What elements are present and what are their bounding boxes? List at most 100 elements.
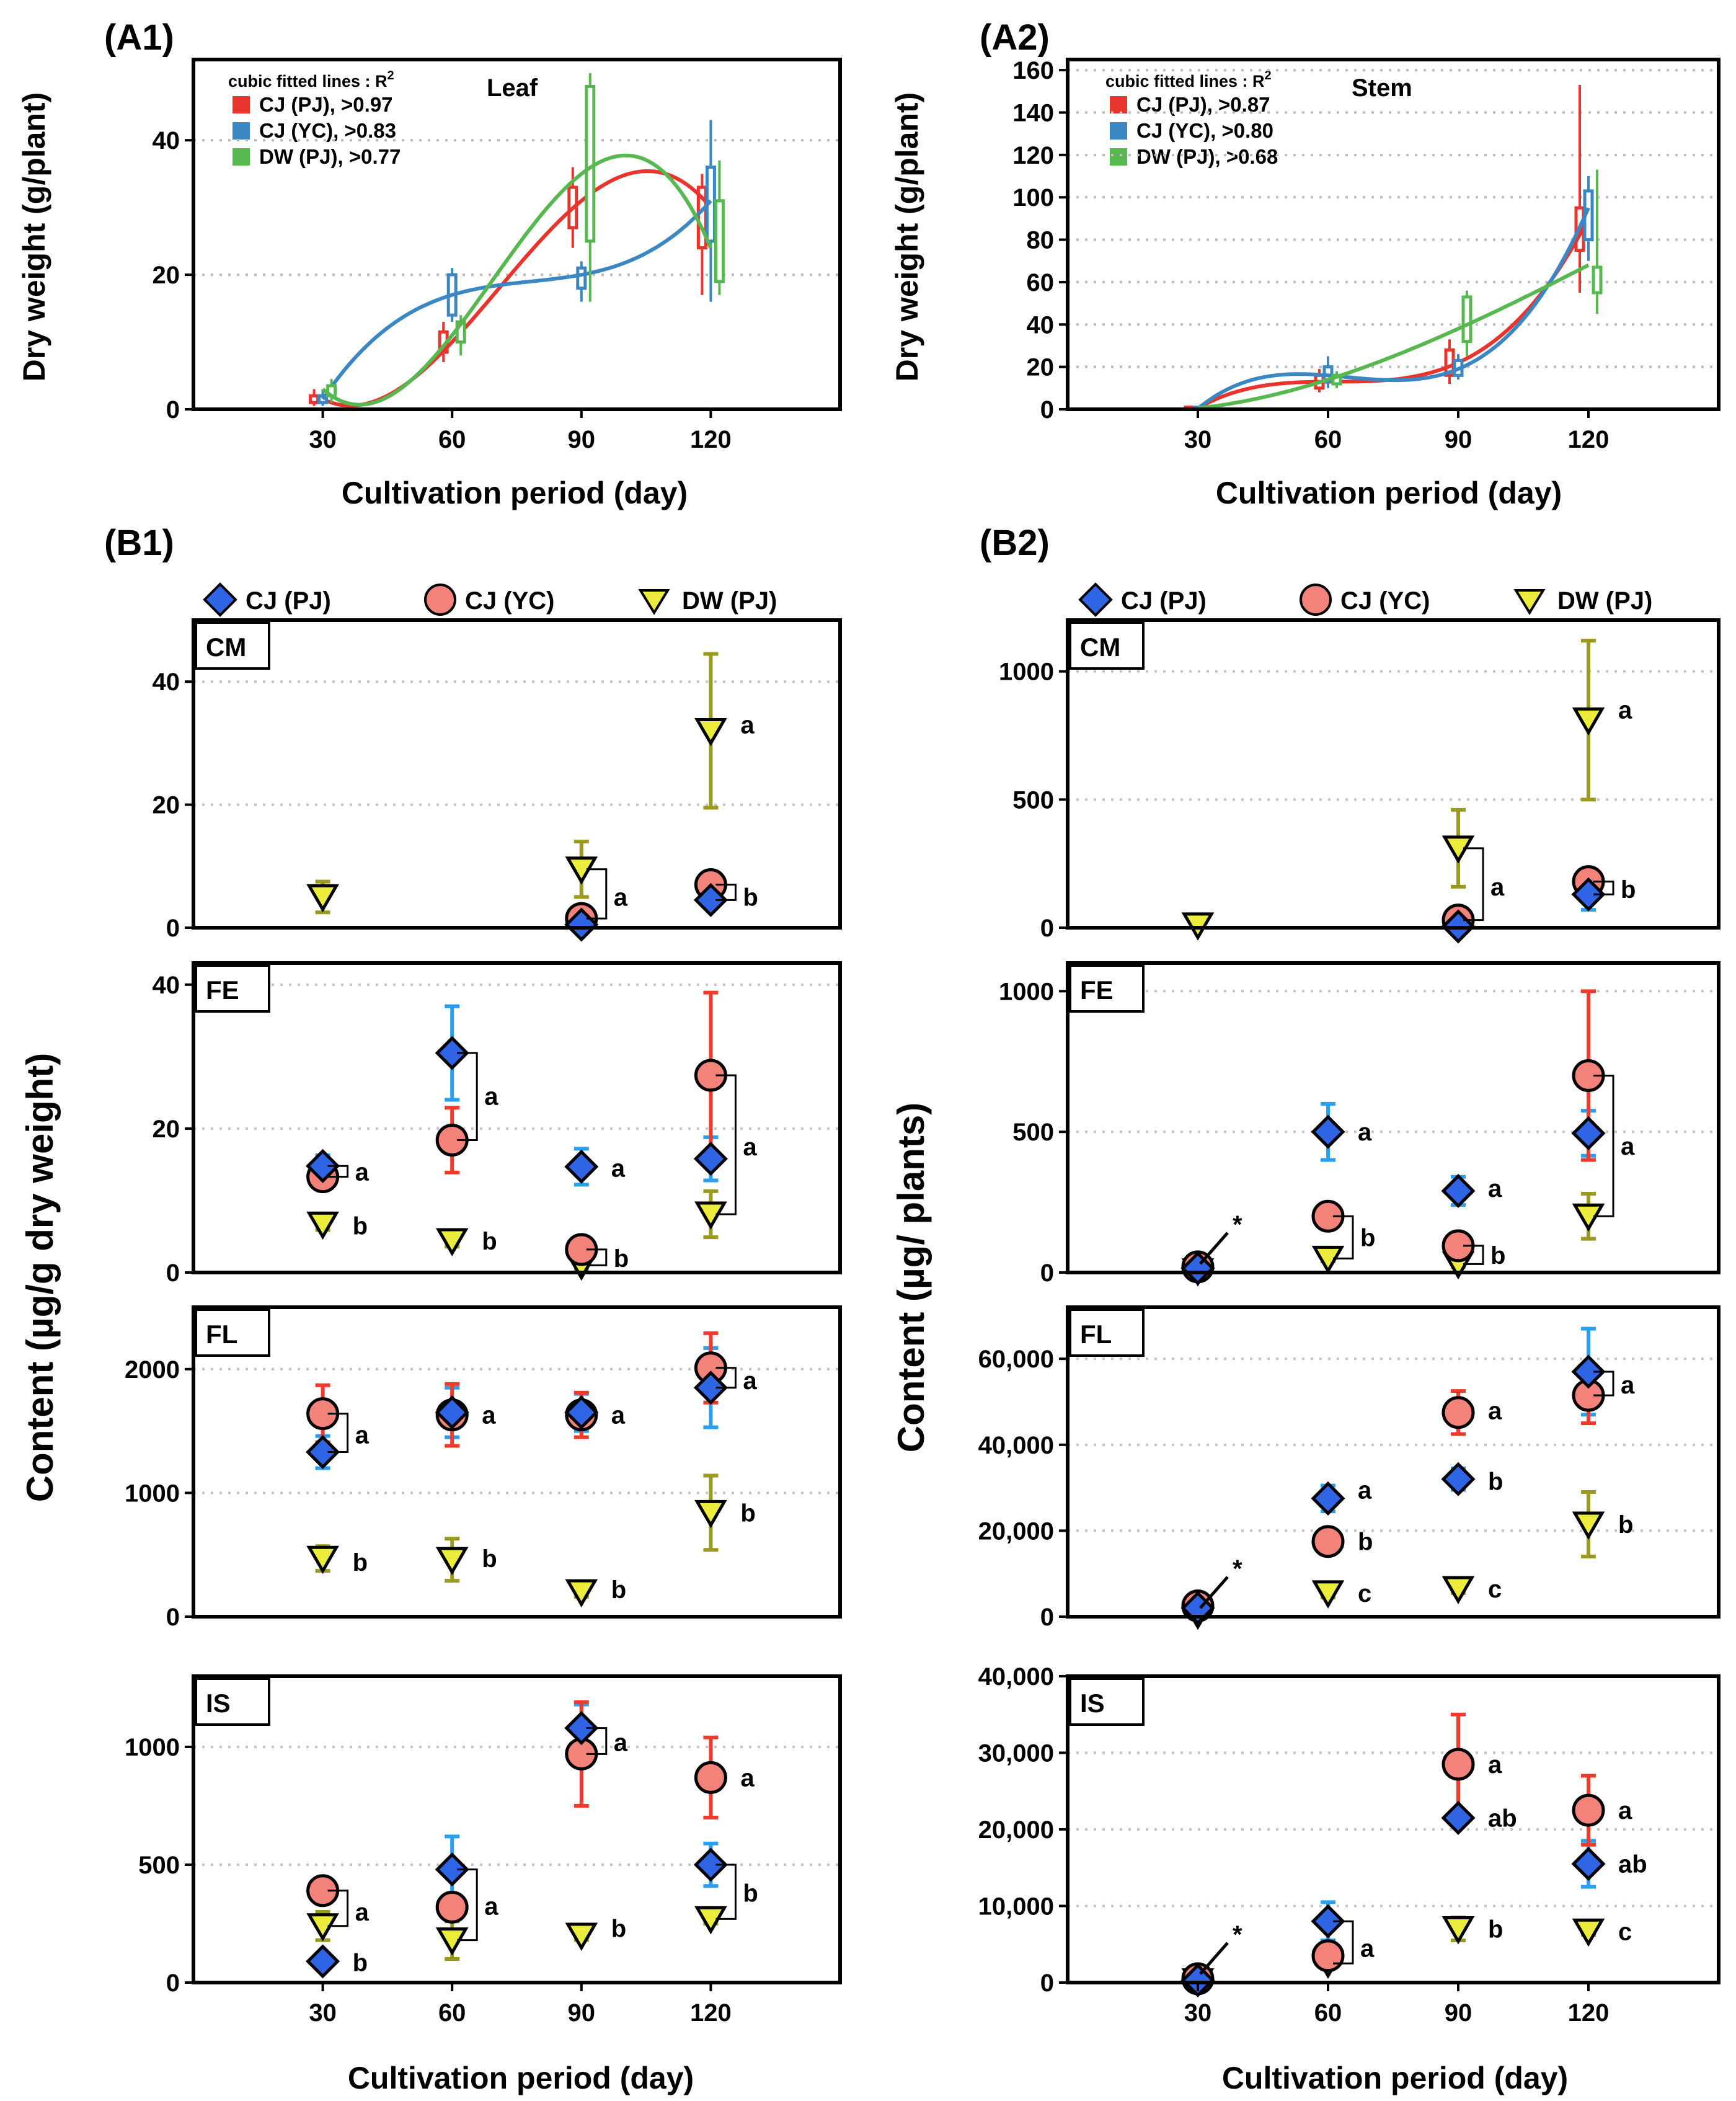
a1-legend-label-cj-yc: CJ (YC), >0.83: [259, 119, 396, 142]
b1-is-x-tick-label: 120: [690, 1999, 732, 2027]
b2-fl-marker-s0: [1441, 1462, 1476, 1496]
b2-cm-marker-s0: [1571, 877, 1606, 912]
b2-fl-sig-letter: a: [1621, 1372, 1635, 1399]
b2-fe-marker-s0: [1441, 1173, 1476, 1208]
b1-fl-marker-s2: [435, 1547, 469, 1576]
b2-fl-sig-letter: b: [1488, 1468, 1503, 1496]
b2-fl-compound-label-text: FL: [1080, 1320, 1112, 1349]
panel-label-b1: (B1): [104, 523, 174, 563]
b1-fe-y-tick-label: 0: [166, 1259, 180, 1287]
b1-cm-y-tick-label: 0: [166, 915, 180, 942]
b2-fe-sig-letter: b: [1490, 1242, 1505, 1269]
b2-cm-sig-letter: a: [1490, 874, 1505, 901]
b1-fl-sig-letter: b: [611, 1576, 626, 1604]
a1-legend: CJ (PJ), >0.97 CJ (YC), >0.83 DW (PJ), >…: [232, 93, 401, 168]
a2-fit-line-2: [1197, 263, 1590, 411]
a1-legend-swatch-cj-pj: [232, 96, 250, 113]
b1-fe-frame: [192, 961, 842, 1274]
b1-is-marker-s1: [435, 1890, 469, 1924]
a2-legend-swatch-dw-pj: [1110, 148, 1127, 166]
a2-y-tick-label: 120: [1012, 142, 1054, 169]
b1-fe-sig-letter: a: [355, 1159, 370, 1186]
b1-cm-compound-label-box: [195, 621, 270, 670]
b2-is-frame: [1066, 1674, 1720, 1984]
b1-is-compound-label: IS: [195, 1677, 270, 1726]
a1-box: [576, 266, 587, 290]
a1-box: [714, 199, 725, 283]
a2-y-tick-label: 60: [1027, 269, 1055, 296]
b1-legend-label-dw-pj: DW (PJ): [682, 587, 777, 615]
b1-is-compound-label-text: IS: [206, 1689, 231, 1718]
b1-cm-sig-letter: b: [743, 884, 758, 911]
b1-fe-sig-letter: a: [611, 1155, 626, 1183]
b1-fe-bracket: [715, 1074, 737, 1215]
b2-fe-y-tick-label: 500: [1012, 1119, 1054, 1146]
b1-fl-sig-letter: a: [743, 1367, 757, 1395]
b2-is-sig-letter: a: [1618, 1797, 1632, 1824]
b1-is-marker-s1: [694, 1761, 727, 1794]
b2-is-sig-letter: a: [1360, 1935, 1375, 1962]
b1-fl-compound-label-box: [195, 1308, 270, 1357]
b2-is-marker-s1: [1311, 1939, 1345, 1973]
b2-is-star-label: *: [1233, 1921, 1242, 1948]
b2-cm-compound-label-box: [1069, 621, 1145, 670]
b2-is-marker-s0: [1311, 1904, 1345, 1939]
a2-box: [1592, 265, 1603, 295]
b1-is-marker-s0: [693, 1847, 728, 1882]
b1-fe-marker-s0: [306, 1148, 340, 1183]
b1-is-bracket: [457, 1868, 478, 1942]
b2-cm-sig-letter: a: [1618, 697, 1632, 724]
b1-fe-bracket: [457, 1052, 478, 1141]
b1-is-sig-letter: b: [611, 1916, 626, 1943]
b2-is-marker-s0: [1180, 1963, 1215, 1997]
b2-legend-label-cj-pj: CJ (PJ): [1121, 587, 1207, 615]
b1-fl-sig-letter: b: [740, 1499, 755, 1527]
b2-is-x-tick-label: 90: [1445, 1999, 1472, 2027]
b1-cm-marker-s0: [564, 907, 599, 942]
b1-fe-bracket: [586, 1248, 608, 1266]
b2-is-compound-label: IS: [1069, 1677, 1145, 1726]
b2-fl-sig-letter: b: [1358, 1529, 1373, 1556]
b2-cm-marker-s2: [1572, 707, 1605, 736]
b1-is-marker-s0: [306, 1944, 340, 1979]
b1-fe-compound-label: FE: [195, 964, 270, 1013]
b1-fl-bracket: [327, 1413, 349, 1454]
a2-y-tick-label: 40: [1027, 311, 1055, 339]
b2-fe-star-label: *: [1233, 1211, 1242, 1238]
a2-y-tick-label: 80: [1027, 227, 1055, 254]
b2-is-compound-label-box: [1069, 1677, 1145, 1726]
b2-legend-label-dw-pj: DW (PJ): [1557, 587, 1652, 615]
b2-fl-frame: [1066, 1305, 1720, 1619]
a1-x-tick-label: 30: [309, 426, 337, 453]
b2-fe-compound-label-text: FE: [1080, 975, 1114, 1005]
b2-fl-y-tick-label: 20,000: [978, 1517, 1054, 1545]
b1-fe-compound-label-text: FE: [206, 975, 239, 1005]
a2-y-tick-label: 20: [1027, 354, 1055, 381]
b2-fe-sig-letter: b: [1360, 1224, 1375, 1251]
b1-is-y-tick-label: 1000: [125, 1734, 180, 1761]
b2-fl-sig-letter: a: [1488, 1397, 1502, 1424]
b2-cm-marker-s2: [1181, 912, 1215, 941]
b2-fe-marker-s0: [1180, 1251, 1215, 1286]
a2-y-tick-label: 160: [1012, 57, 1054, 84]
b2-is-x-tick-label: 60: [1314, 1999, 1342, 2027]
a1-legend-swatch-dw-pj: [232, 148, 250, 166]
a1-box: [317, 394, 329, 404]
b1-is-marker-s0: [435, 1852, 469, 1887]
a2-y-tick-label: 100: [1012, 184, 1054, 211]
b1-legend-label-cj-pj: CJ (PJ): [246, 587, 331, 615]
b2-fl-marker-s1: [1442, 1396, 1475, 1429]
b1-cm-frame: [192, 618, 842, 930]
b1-cm-compound-label-text: CM: [206, 633, 246, 662]
b2-is-marker-s2: [1572, 1918, 1605, 1947]
panel-label-b2: (B2): [980, 523, 1050, 563]
b2-is-bracket: [1333, 1920, 1354, 1965]
b1-fe-sig-letter: a: [484, 1083, 498, 1111]
b2-is-sig-letter: ab: [1618, 1851, 1647, 1878]
b2-fl-sig-letter: c: [1488, 1576, 1502, 1603]
a2-legend-swatch-cj-yc: [1110, 122, 1127, 140]
b1-fe-marker-s0: [435, 1036, 469, 1070]
a1-panel-title: Leaf: [487, 74, 538, 102]
b1-legend-label-cj-yc: CJ (YC): [465, 587, 554, 615]
b2-cm-bracket: [1593, 881, 1614, 895]
